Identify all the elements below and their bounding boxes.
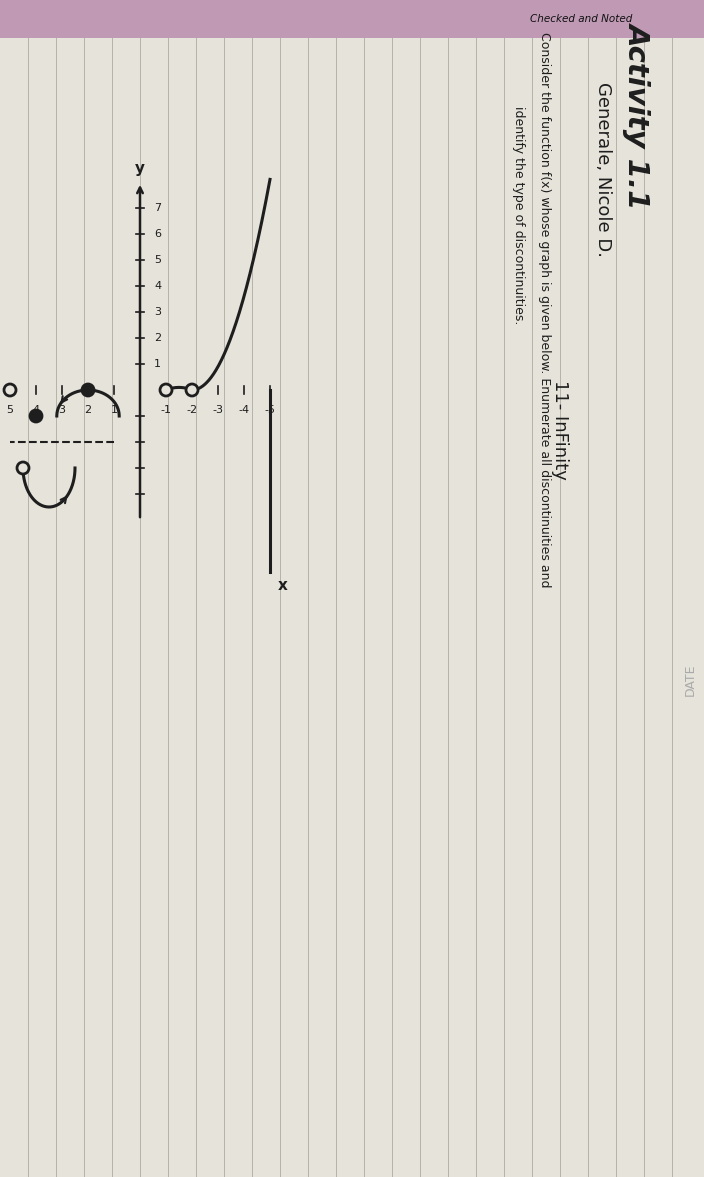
- Text: 2: 2: [154, 333, 161, 343]
- Text: -1: -1: [161, 405, 172, 415]
- Text: Consider the function f(x) whose graph is given below. Enumerate all discontinui: Consider the function f(x) whose graph i…: [539, 32, 551, 587]
- Text: Activity 1.1: Activity 1.1: [624, 22, 652, 208]
- Text: y: y: [135, 161, 145, 177]
- Text: 3: 3: [154, 307, 161, 317]
- Circle shape: [17, 463, 29, 474]
- Text: 5: 5: [6, 405, 13, 415]
- Text: Checked and Noted: Checked and Noted: [530, 14, 632, 24]
- Text: DATE: DATE: [684, 664, 696, 697]
- Text: 7: 7: [154, 202, 161, 213]
- Circle shape: [186, 384, 198, 395]
- Text: 4: 4: [154, 281, 161, 291]
- Circle shape: [160, 384, 172, 395]
- Text: identify the type of discontinuities.: identify the type of discontinuities.: [512, 106, 524, 324]
- Text: 4: 4: [32, 405, 39, 415]
- Bar: [0, 0, 704, 38]
- Text: 2: 2: [84, 405, 92, 415]
- Text: -4: -4: [239, 405, 249, 415]
- Text: 6: 6: [154, 230, 161, 239]
- Text: 5: 5: [154, 255, 161, 265]
- Circle shape: [30, 410, 42, 423]
- Text: -2: -2: [187, 405, 198, 415]
- Text: -3: -3: [213, 405, 223, 415]
- Text: -5: -5: [265, 405, 275, 415]
- Text: Generale, Nicole D.: Generale, Nicole D.: [594, 82, 612, 258]
- Text: 1: 1: [111, 405, 118, 415]
- Text: 3: 3: [58, 405, 65, 415]
- Circle shape: [4, 384, 16, 395]
- Text: x: x: [278, 578, 288, 592]
- Text: 11- InFinity: 11- InFinity: [551, 380, 569, 480]
- Text: 1: 1: [154, 359, 161, 370]
- Circle shape: [82, 384, 94, 395]
